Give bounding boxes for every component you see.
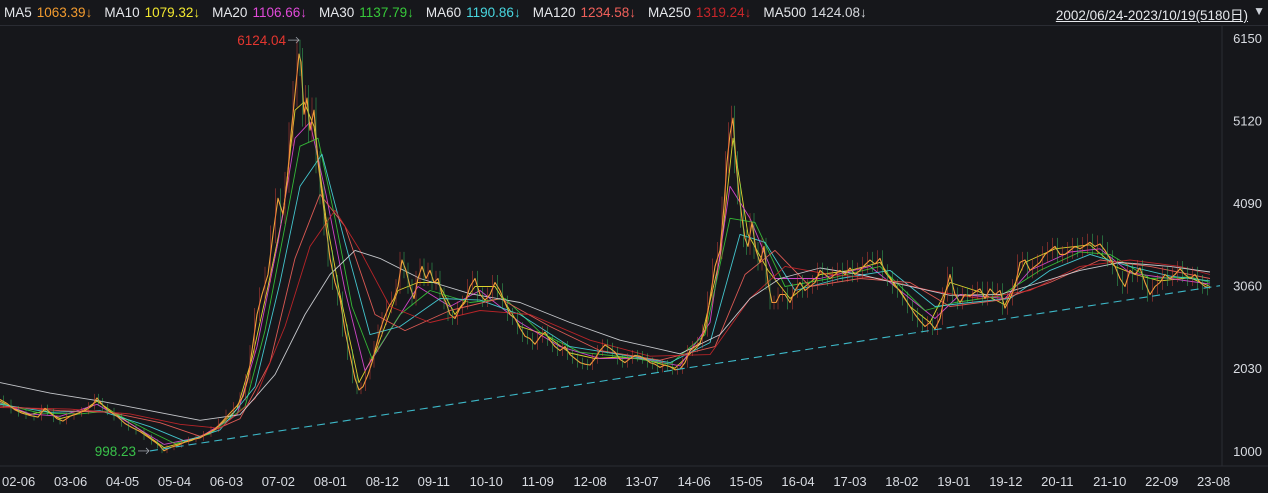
x-tick-label: 16-04 [781, 474, 814, 489]
x-tick-label: 20-11 [1041, 474, 1073, 489]
series-line-ma250 [0, 209, 1211, 429]
ma-value: 1106.66↓ [252, 5, 308, 20]
ma-label: MA120 [532, 5, 576, 20]
x-tick-label: 12-08 [574, 474, 607, 489]
ma-label: MA60 [425, 5, 462, 20]
ma-label: MA30 [319, 5, 355, 20]
x-tick-label: 17-03 [833, 474, 866, 489]
ma-legend-item: MA500 1424.08↓ [763, 5, 866, 20]
x-tick-label: 10-10 [470, 474, 503, 489]
ma-legend-item: MA120 1234.58↓ [533, 5, 636, 20]
x-tick-label: 21-10 [1093, 474, 1126, 489]
annotation-arrow-icon [295, 36, 300, 44]
ma-legend-item: MA20 1106.66↓ [212, 5, 307, 20]
moving-average-legend: MA5 1063.39↓ MA10 1079.32↓ MA20 1106.66↓ MA30 1… [0, 0, 1268, 26]
x-tick-label: 08-12 [366, 474, 399, 489]
y-tick-label: 2030 [1233, 361, 1262, 376]
ma-legend-item: MA5 1063.39↓ [4, 5, 92, 20]
x-tick-label: 09-11 [418, 474, 450, 489]
series-line-ma20 [0, 121, 1211, 445]
ma-value: 1234.58↓ [580, 5, 637, 20]
annotation-label: 6124.04 [237, 33, 286, 48]
y-tick-label: 6150 [1233, 31, 1262, 46]
support-trendline [149, 285, 1221, 452]
series-line-ma120 [0, 193, 1211, 437]
ma-label: MA250 [648, 5, 691, 20]
x-tick-label: 14-06 [677, 474, 710, 489]
annotation-label: 998.23 [95, 444, 136, 459]
dropdown-triangle-icon[interactable]: ▼ [1253, 4, 1265, 18]
y-tick-label: 4090 [1233, 196, 1262, 211]
x-tick-label: 07-02 [262, 474, 295, 489]
stock-price-chart: 1000 2030 3060 4090 5120 6150 02-06 03-06 04-05 0… [0, 26, 1268, 489]
x-tick-label: 15-05 [729, 474, 762, 489]
ma-legend-item: MA60 1190.86↓ [426, 5, 521, 20]
ma-label: MA5 [4, 5, 32, 20]
ma-legend-item: MA10 1079.32↓ [104, 5, 200, 20]
ma-value: 1319.24↓ [695, 5, 752, 20]
x-tick-label: 23-08 [1197, 474, 1230, 489]
series-line-ma60 [0, 153, 1211, 442]
ma-label: MA20 [212, 5, 248, 20]
ma-label: MA10 [104, 5, 140, 20]
y-tick-label: 1000 [1233, 444, 1262, 459]
series-line-ma-fast [0, 101, 1211, 449]
series-line-price [0, 53, 1211, 452]
ma-legend-item: MA250 1319.24↓ [648, 5, 751, 20]
x-tick-label: 02-06 [2, 474, 35, 489]
x-tick-label: 05-04 [158, 474, 191, 489]
ma-label: MA500 [763, 5, 807, 20]
x-tick-label: 06-03 [210, 474, 243, 489]
x-tick-label: 19-12 [989, 474, 1022, 489]
series-line-ma500 [0, 249, 1211, 421]
ma-legend-item: MA30 1137.79↓ [319, 5, 414, 20]
ma-value: 1079.32↓ [144, 5, 201, 20]
x-tick-label: 13-07 [626, 474, 659, 489]
x-tick-label: 11-09 [522, 474, 554, 489]
ma-value: 1190.86↓ [466, 5, 521, 20]
x-tick-label: 04-05 [106, 474, 139, 489]
x-tick-label: 18-02 [885, 474, 918, 489]
ma-value: 1063.39↓ [36, 5, 93, 20]
date-range-selector[interactable]: 2002/06/24-2023/10/19(5180日) [1055, 8, 1248, 23]
ma-value: 1137.79↓ [359, 5, 414, 20]
x-tick-label: 08-01 [314, 474, 347, 489]
x-tick-label: 22-09 [1145, 474, 1178, 489]
x-tick-label: 19-01 [937, 474, 970, 489]
annotation-arrow-icon [145, 447, 150, 455]
y-tick-label: 3060 [1233, 279, 1262, 294]
x-tick-label: 03-06 [54, 474, 87, 489]
y-tick-label: 5120 [1233, 114, 1262, 129]
ma-value: 1424.08↓ [811, 5, 867, 20]
